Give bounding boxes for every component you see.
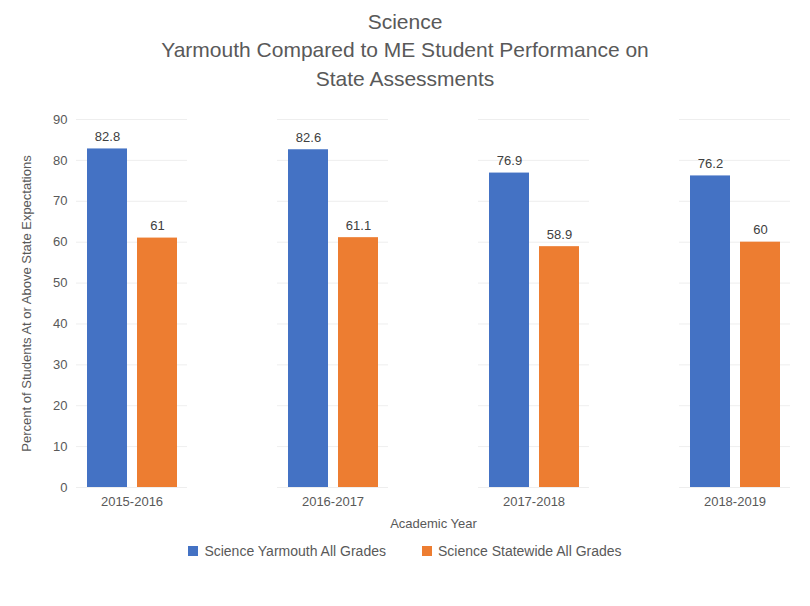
svg-text:0: 0 bbox=[60, 480, 67, 495]
svg-text:82.6: 82.6 bbox=[296, 130, 321, 145]
svg-text:60: 60 bbox=[753, 222, 767, 237]
html-text:Science: Science bbox=[367, 10, 443, 33]
svg-text:61.1: 61.1 bbox=[346, 218, 371, 233]
svg-text:2016-2017: 2016-2017 bbox=[302, 494, 364, 509]
svg-text:76.9: 76.9 bbox=[497, 153, 522, 168]
svg-text:2015-2016: 2015-2016 bbox=[101, 494, 163, 509]
svg-text:61: 61 bbox=[150, 218, 164, 233]
svg-text:10: 10 bbox=[53, 439, 67, 454]
html-text:Science Yarmouth All Grades: Science Yarmouth All Grades bbox=[204, 543, 386, 559]
svg-text:60: 60 bbox=[53, 234, 67, 249]
html-text:Science Statewide All Grades: Science Statewide All Grades bbox=[438, 543, 622, 559]
svg-text:2018-2019: 2018-2019 bbox=[704, 494, 766, 509]
svg-text:40: 40 bbox=[53, 316, 67, 331]
svg-text:90: 90 bbox=[53, 112, 67, 127]
svg-text:30: 30 bbox=[53, 357, 67, 372]
svg-text:2017-2018: 2017-2018 bbox=[503, 494, 565, 509]
svg-text:58.9: 58.9 bbox=[547, 227, 572, 242]
svg-text:76.2: 76.2 bbox=[698, 156, 723, 171]
svg-text:50: 50 bbox=[53, 275, 67, 290]
html-text:Yarmouth Compared to ME Studen: Yarmouth Compared to ME Student Performa… bbox=[161, 38, 649, 90]
svg-text:Academic Year: Academic Year bbox=[390, 516, 477, 531]
svg-text:20: 20 bbox=[53, 398, 67, 413]
svg-text:70: 70 bbox=[53, 193, 67, 208]
svg-text:80: 80 bbox=[53, 153, 67, 168]
svg-text:Percent of Students At or Abov: Percent of Students At or Above State Ex… bbox=[19, 155, 34, 452]
svg-text:82.8: 82.8 bbox=[95, 129, 120, 144]
